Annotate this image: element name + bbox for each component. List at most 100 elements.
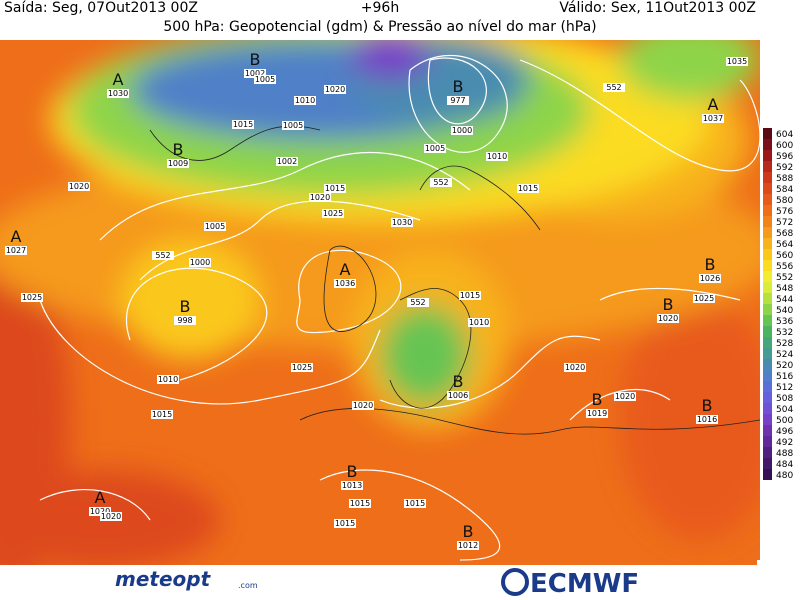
isobar-label: 1015 (335, 519, 355, 528)
isobar-label-box (517, 184, 539, 193)
colorbar-label: 500 (776, 416, 793, 426)
colorbar-swatch (763, 392, 772, 403)
isobar-label: 1010 (469, 318, 489, 327)
colorbar-label: 504 (776, 405, 793, 415)
isobar-label-box (451, 126, 473, 135)
center-value-box (457, 541, 479, 550)
isobar-label: 1020 (310, 193, 330, 202)
colorbar-label: 588 (776, 174, 793, 184)
isobar-label: 1010 (487, 152, 507, 161)
colorbar-swatch (763, 447, 772, 458)
isobar-label-box (603, 83, 625, 92)
center-value: 1037 (703, 114, 723, 123)
isobar-label-box (459, 291, 481, 300)
isobar-label-box (324, 85, 346, 94)
colorbar-swatch (763, 293, 772, 304)
isobar-label-box (189, 258, 211, 267)
colorbar-swatch (763, 403, 772, 414)
colorbar-label: 496 (776, 427, 793, 437)
center-letter: B (347, 462, 358, 481)
colorbar-swatch (763, 128, 772, 139)
isobar-label-box (322, 209, 344, 218)
isobar-label-box (254, 75, 276, 84)
center-letter: A (113, 70, 124, 89)
isobar-label: 552 (155, 251, 170, 260)
colorbar-label: 584 (776, 185, 793, 195)
isobar-label: 1015 (233, 120, 253, 129)
meteopt-logo: meteopt (115, 567, 212, 591)
center-value: 1016 (697, 415, 717, 424)
isobar-label-box (157, 375, 179, 384)
isobar-label: 1015 (405, 499, 425, 508)
isobar-label-box (21, 293, 43, 302)
center-value-box (657, 314, 679, 323)
center-letter: A (708, 95, 719, 114)
isobar-label: 552 (410, 298, 425, 307)
isobar-label: 1002 (277, 157, 297, 166)
isobar-label-box (324, 184, 346, 193)
isobar-label: 1025 (22, 293, 42, 302)
ecmwf-text: ECMWF (530, 569, 639, 599)
meteopt-suffix: .com (238, 581, 258, 590)
colorbar-swatch (763, 139, 772, 150)
issued: Saída: Seg, 07Out2013 00Z (4, 0, 198, 16)
isobar-label: 1005 (425, 144, 445, 153)
colorbar-label: 556 (776, 262, 793, 272)
center-value: 1027 (6, 246, 26, 255)
isobar-label-box (404, 499, 426, 508)
center-value: 1026 (700, 274, 720, 283)
colorbar-swatch (763, 370, 772, 381)
colorbar-label: 564 (776, 240, 793, 250)
colorbar-swatch (763, 469, 772, 480)
isobar-label: 1015 (518, 184, 538, 193)
isobar-label-box (614, 392, 636, 401)
colorbar-label: 552 (776, 273, 793, 283)
isobar-label: 1020 (615, 392, 635, 401)
isobar-label: 1035 (727, 57, 747, 66)
valid: Válido: Sex, 11Out2013 00Z (559, 0, 756, 16)
isobar-label: 552 (433, 178, 448, 187)
center-letter: B (592, 390, 603, 409)
center-letter: B (173, 140, 184, 159)
center-letter: A (95, 488, 106, 507)
center-value-box (702, 114, 724, 123)
center-value: 1009 (168, 159, 188, 168)
colorbar-swatch (763, 150, 772, 161)
colorbar-label: 508 (776, 394, 793, 404)
colorbar-label: 532 (776, 328, 793, 338)
colorbar-swatch (763, 326, 772, 337)
isobar-label-box (204, 222, 226, 231)
isobar-label-box (291, 363, 313, 372)
isobar-label-box (424, 144, 446, 153)
colorbar-label: 572 (776, 218, 793, 228)
isobar-label-box (486, 152, 508, 161)
center-value-box (89, 507, 111, 516)
colorbar-swatch (763, 436, 772, 447)
center-value-box (447, 96, 469, 105)
colorbar-label: 492 (776, 438, 793, 448)
colorbar-swatch (763, 414, 772, 425)
isobar-label-box (100, 512, 122, 521)
colorbar-label: 592 (776, 163, 793, 173)
ecmwf-logo: ECMWF (501, 568, 639, 599)
center-value: 1036 (335, 279, 355, 288)
isobar-label-box (726, 57, 748, 66)
colorbar-label: 568 (776, 229, 793, 239)
isobar-label-box (334, 519, 356, 528)
isobar-label: 1010 (295, 96, 315, 105)
center-value-box (341, 481, 363, 490)
center-letter: B (663, 295, 674, 314)
isobar-label: 1020 (325, 85, 345, 94)
colorbar-swatch (763, 271, 772, 282)
isobar-label: 1025 (323, 209, 343, 218)
colorbar-label: 596 (776, 152, 793, 162)
colorbar-swatch (763, 183, 772, 194)
center-letter: B (453, 77, 464, 96)
center-letter: B (705, 255, 716, 274)
colorbar-label: 540 (776, 306, 793, 316)
colorbar-label: 528 (776, 339, 793, 349)
isobar-label: 1030 (392, 218, 412, 227)
center-letter: B (250, 50, 261, 69)
colorbar-label: 512 (776, 383, 793, 393)
